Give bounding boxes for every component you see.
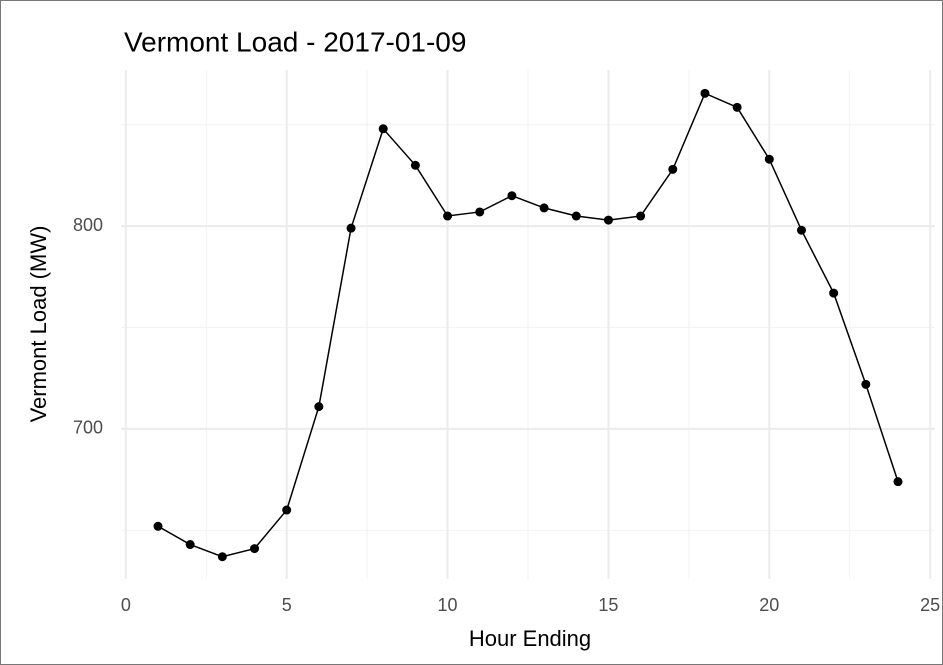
point [185,540,195,550]
point [346,223,356,233]
line [157,92,899,558]
point [571,211,581,221]
point [217,552,227,562]
point [861,379,871,389]
x-tick-label: 5 [282,595,292,615]
point [250,544,260,554]
x-tick-label: 25 [920,595,940,615]
point [443,211,453,221]
y-tick-label: 700 [73,418,103,438]
marks [153,88,903,562]
chart-title: Vermont Load - 2017-01-09 [124,26,466,57]
point [410,160,420,170]
point [796,225,806,235]
point [893,477,903,487]
point [153,521,163,531]
point [636,211,646,221]
y-tick-label: 800 [73,215,103,235]
x-tick-label: 20 [759,595,779,615]
x-axis-label: Hour Ending [469,626,591,651]
point [668,164,678,174]
point [475,207,485,217]
point [700,88,710,98]
point [314,402,324,412]
x-tick-label: 15 [598,595,618,615]
x-tick-label: 10 [438,595,458,615]
grid [121,70,935,579]
point [829,288,839,298]
y-axis-label: Vermont Load (MW) [26,226,51,423]
point [764,154,774,164]
x-tick-label: 0 [121,595,131,615]
point [378,124,388,134]
point [603,215,613,225]
point [507,191,517,201]
point [539,203,549,213]
point [732,102,742,112]
point [282,505,292,515]
